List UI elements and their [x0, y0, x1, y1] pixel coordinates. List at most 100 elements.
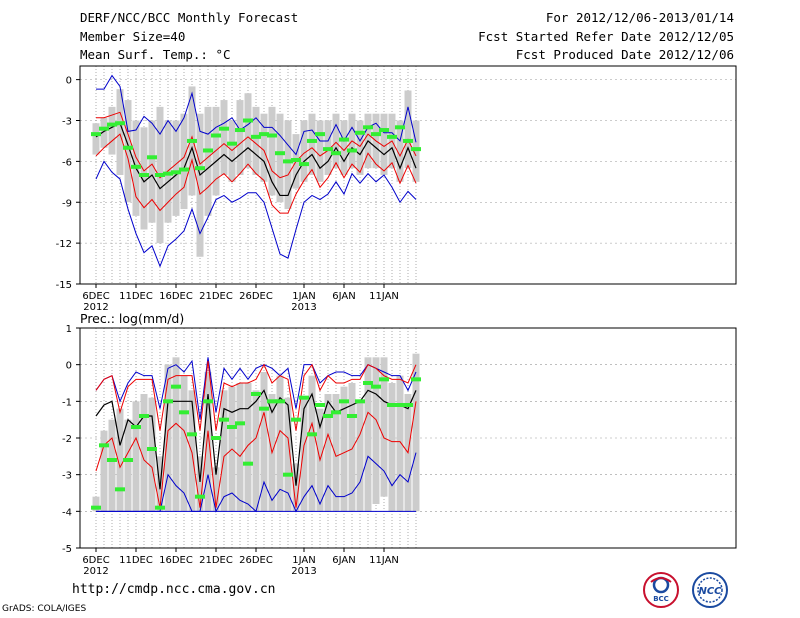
panel1-median-mark: [251, 134, 261, 139]
panel1-median-mark: [331, 151, 341, 156]
panel1-median-mark: [235, 128, 245, 133]
panel1-xtick-label: 21DEC: [199, 291, 233, 302]
panel2-median-mark: [283, 472, 293, 477]
panel1-box-bar: [340, 120, 348, 175]
panel1-box-bar: [140, 127, 148, 230]
panel2-box-bar: [196, 456, 204, 512]
panel2-box-bar: [140, 394, 148, 512]
panel2-median-mark: [187, 432, 197, 437]
panel2-median-mark: [251, 392, 261, 396]
panel1-median-mark: [307, 138, 317, 143]
panel2-box-bar: [300, 397, 308, 512]
panel2-box-bar: [252, 390, 260, 512]
panel2-median-mark: [275, 399, 285, 404]
panel1-box-bar: [268, 106, 276, 196]
panel1-median-mark: [395, 125, 405, 130]
panel2-box-bar: [92, 496, 100, 512]
panel2-median-mark: [147, 447, 157, 451]
panel2-median-mark: [171, 384, 181, 389]
panel1-median-mark: [403, 138, 413, 143]
panel1-box-bar: [116, 89, 124, 175]
panel1-median-mark: [275, 151, 285, 156]
panel1-box-bar: [252, 106, 260, 175]
panel2-box-bar: [180, 375, 188, 512]
panel1-median-mark: [315, 132, 325, 137]
panel2-box-bar: [260, 372, 268, 512]
panel1-box-bar: [228, 120, 236, 182]
panel2-median-mark: [219, 417, 229, 422]
panel1-median-mark: [339, 137, 349, 142]
panel1-min-line: [95, 160, 417, 268]
panel2-box-bar: [324, 394, 332, 512]
panel1-box-bar: [284, 120, 292, 210]
panel1-box-bar: [300, 120, 308, 182]
panel2-median-mark: [179, 410, 189, 415]
panel2-box-bar: [132, 401, 140, 512]
panel2-median-mark: [211, 436, 221, 440]
panel1-box-bar: [260, 113, 268, 182]
source-url[interactable]: http://cmdp.ncc.cma.gov.cn: [72, 582, 276, 597]
panel2-median-mark: [363, 381, 373, 385]
panel1-median-mark: [203, 148, 213, 153]
panel2-box-bar: [108, 419, 116, 512]
panel2-ytick-label: -3: [62, 471, 72, 482]
panel2-median-mark: [155, 505, 165, 510]
chart-title: DERF/NCC/BCC Monthly Forecast: [80, 10, 299, 25]
panel1-box-bar: [356, 120, 364, 175]
panel2-sd-upper-line: [95, 360, 417, 431]
panel2-sd-lower-line: [95, 401, 417, 508]
panel1-median-mark: [379, 128, 389, 133]
panel2-median-mark: [323, 414, 333, 418]
panel2-median-mark: [331, 410, 341, 415]
panel1-box-bar: [316, 120, 324, 182]
panel2-xtick-sublabel: 2012: [83, 566, 108, 577]
panel1-median-mark: [99, 126, 109, 131]
panel1-median-mark: [91, 132, 101, 137]
panel2-ytick-label: 0: [66, 361, 72, 372]
panel1-ytick-label: -3: [62, 117, 72, 128]
panel2-box-bar: [148, 397, 156, 512]
panel2-box-bar: [244, 383, 252, 512]
panel1-max-line: [96, 74, 417, 156]
panel2-median-mark: [91, 505, 101, 510]
panel2-box-bar: [276, 375, 284, 512]
panel2-median-mark: [307, 432, 317, 437]
panel2-xtick-label: 6JAN: [332, 555, 355, 566]
panel2-median-mark: [195, 494, 205, 499]
panel2-median-mark: [371, 384, 381, 389]
panel2-median-mark: [347, 414, 357, 418]
panel1-box-bar: [244, 93, 252, 169]
panel1-box-bar: [172, 120, 180, 216]
panel1-median-mark: [283, 159, 293, 164]
panel1-median-mark: [171, 170, 181, 175]
panel2-median-mark: [227, 425, 237, 429]
panel1-median-mark: [163, 171, 173, 176]
panel2-median-mark: [163, 399, 173, 404]
panel1-box-bar: [148, 120, 156, 223]
panel1-box-bar: [396, 120, 404, 182]
panel1-xtick-label: 26DEC: [239, 291, 273, 302]
produced-date: Fcst Produced Date 2012/12/06: [515, 47, 734, 62]
panel2-box-bar: [340, 386, 348, 512]
panel2-box-bar: [212, 467, 220, 512]
panel2-box-bar: [188, 390, 196, 512]
panel2-box-bar: [380, 357, 388, 497]
panel1-median-mark: [363, 125, 373, 130]
panel1-xtick-label: 11JAN: [369, 291, 399, 302]
panel1-xtick-label: 6JAN: [332, 291, 355, 302]
panel2-box-bar: [412, 353, 420, 512]
panel1-ytick-label: 0: [66, 76, 72, 87]
panel1-median-mark: [411, 147, 421, 152]
panel1-box-bar: [380, 113, 388, 175]
panel1-box-bar: [404, 90, 412, 169]
panel1-median-mark: [323, 147, 333, 152]
panel2-max-line: [95, 357, 417, 420]
panel1-xtick-label: 11DEC: [119, 291, 153, 302]
panel2-median-mark: [99, 443, 109, 448]
panel2-box-bar: [396, 375, 404, 512]
panel1-ytick-label: -15: [56, 280, 72, 291]
panel2-median-mark: [107, 458, 117, 462]
panel1-ytick-label: -9: [62, 198, 72, 209]
panel1-median-mark: [139, 173, 149, 177]
forecast-period: For 2012/12/06-2013/01/14: [545, 10, 734, 25]
